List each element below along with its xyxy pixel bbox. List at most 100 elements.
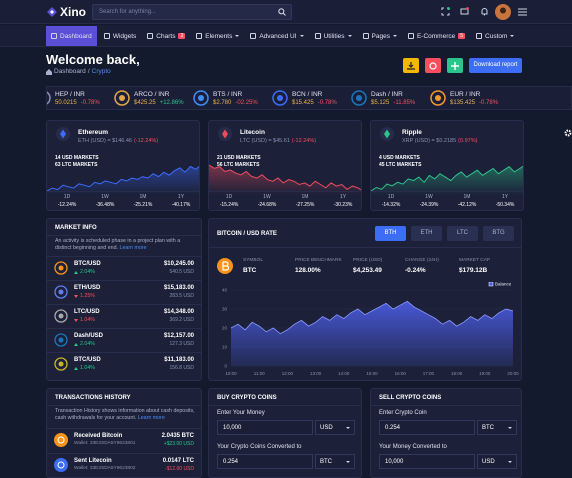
ticker-values: $15.425 -0.78% [292,100,337,106]
market-pair: BTC/USD [74,261,101,267]
trend-arrow [74,366,78,370]
action-button[interactable] [447,58,463,73]
action-button[interactable] [403,58,419,73]
nav-icon [314,33,321,39]
avatar[interactable] [495,4,511,20]
nav-icon [362,33,369,39]
ticker-values: $2.780 -02.25% [213,100,258,106]
ltc-markets: 56 LTC MARKETS [217,162,260,168]
change-value: 2.04% [80,269,96,275]
amount-input[interactable]: 0.254 [217,454,313,469]
nav-item[interactable]: Dashboard [46,26,97,46]
change-value: 1.04% [80,365,96,371]
coin-circle [54,309,68,323]
menu-icon[interactable] [518,8,527,16]
nav-badge: 5 [458,33,466,39]
nav-item[interactable]: Charts 3 [142,26,190,46]
ltc-markets: 63 LTC MARKETS [55,162,98,168]
learn-more-link[interactable]: Learn more [119,245,147,251]
ticker-price: 50.0215 [55,100,77,106]
nav-item[interactable]: Advanced UI [245,26,308,46]
download-button[interactable]: Download report [469,58,522,73]
market-change: 1.04% [74,365,95,371]
coin-icon [56,127,70,141]
breadcrumb-item[interactable]: Dashboard [54,68,86,75]
header-icon[interactable] [441,7,450,16]
unit-select[interactable]: BTC [315,454,355,469]
rate-tab[interactable]: BTG [483,226,514,241]
market-change: 1.04% [74,317,95,323]
coin-name: Litecoin [240,129,265,136]
ticker-values: 50.0215 -0.78% [55,100,100,106]
unit-select[interactable]: BTC [477,420,517,435]
sparkline-line [209,164,361,191]
nav-caret [510,35,515,37]
amount-input[interactable]: 10,000 [379,454,475,469]
unit-value: BTC [482,425,494,431]
learn-more-link[interactable]: Learn more [137,415,165,421]
trend-arrow [74,318,78,322]
nav-item[interactable]: Elements [191,26,244,46]
ticker-coin-core [119,95,125,101]
coin-rate: ETH (USD) = $146.46 (-12.24%) [78,138,158,144]
trend-arrow [74,342,78,346]
logo-icon [47,7,57,17]
settings-icon[interactable] [564,129,572,137]
x-tick-label: 11:00 [254,371,265,376]
market-price: $15,183.00 [163,285,194,291]
market-change: 2.04% [74,341,95,347]
action-button[interactable] [425,58,441,73]
market-coin-icon [54,261,68,275]
stat-value: $179.12B [459,267,488,274]
top-header: Xino Search for anything... [0,0,572,24]
rate-tab[interactable]: LTC [447,226,478,241]
nav-item[interactable]: Widgets [99,26,141,46]
market-pair: BTC/USD [74,357,101,363]
ticker-icon [430,90,446,106]
x-tick-label: 10:00 [225,371,237,376]
header-icon[interactable] [460,7,469,16]
transaction-usd: -$12.00 USD [165,466,194,472]
period-label: 1M [139,194,147,200]
nav-caret [347,35,352,37]
coin-circle [54,458,68,472]
nav-item[interactable]: E-Commerce 5 [403,26,470,46]
x-tick-label: 12:00 [282,371,294,376]
ticker-icon [272,90,288,106]
x-tick-label: 20:00 [507,371,519,376]
nav-label: Utilities [323,32,345,40]
market-change: 1.25% [74,293,95,299]
rate-tab[interactable]: ETH [411,226,442,241]
nav-icon [51,33,57,39]
nav-item[interactable]: Custom [471,26,519,46]
market-pair: LTC/USD [74,309,100,315]
trend-arrow [74,294,78,298]
amount-input[interactable]: 10,000 [217,420,313,435]
nav-item[interactable]: Pages [358,26,402,46]
period-change: -27.25% [295,202,315,208]
coin-name: Ripple [402,129,422,136]
search-icon [278,8,286,16]
sparkline [371,165,523,195]
market-price: $14,348.00 [163,309,194,315]
unit-select[interactable]: USD [315,420,355,435]
y-tick-label: 10 [222,345,228,350]
market-info-text: An activity is scheduled phase in a proj… [55,238,197,252]
y-tick-label: 30 [222,307,228,312]
rate-chart: 0 10 20 30 40 10:00 11:00 12:00 13:00 14:00 15:00 1… [222,282,519,376]
nav-label: Custom [485,32,508,40]
coin-core [58,289,64,295]
amount-input[interactable]: 0.254 [379,420,475,435]
unit-select[interactable]: USD [477,454,517,469]
coin-circle [54,333,68,347]
y-tick-label: 0 [224,364,227,369]
usd-markets: 14 USD MARKETS [55,155,99,161]
legend-label: Balance [495,282,512,287]
ticker-price: $5.125 [371,100,390,106]
rate-tab[interactable]: BTH [375,226,406,241]
search-box[interactable]: Search for anything... [92,4,292,20]
nav-item[interactable]: Utilities [310,26,357,46]
card-title: SELL CRYPTO COINS [379,395,442,401]
select-caret [346,461,350,463]
header-icon[interactable] [480,7,489,16]
